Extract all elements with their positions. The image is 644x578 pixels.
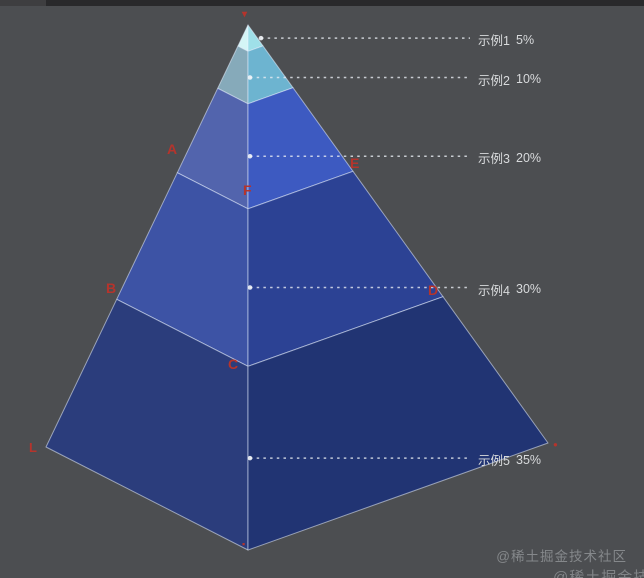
vertex-annotation-9: ● xyxy=(553,440,558,449)
watermark-partial: @稀土掘金技 xyxy=(553,569,644,578)
leader-dot-4 xyxy=(247,285,253,290)
leader-dot-2 xyxy=(247,75,253,80)
watermark: @稀土掘金技术社区 xyxy=(496,549,627,564)
legend-label: 示例2 xyxy=(478,73,510,88)
vertex-annotation-10: ▪ xyxy=(242,539,246,549)
legend-item-1[interactable]: 示例1 5% xyxy=(478,30,534,49)
legend-item-4[interactable]: 示例4 30% xyxy=(478,280,541,299)
vertex-annotation-8: L xyxy=(29,440,37,455)
legend-label: 示例3 xyxy=(478,152,510,167)
legend-label: 示例4 xyxy=(478,283,510,298)
leader-dot-1 xyxy=(258,35,264,41)
legend-value: 10% xyxy=(516,72,542,86)
vertex-annotation-3: E xyxy=(350,155,360,171)
vertex-annotation-6: D xyxy=(428,282,439,298)
vertex-annotation-2: A xyxy=(167,141,178,157)
legend-item-3[interactable]: 示例3 20% xyxy=(478,148,541,167)
vertex-annotation-5: B xyxy=(106,280,117,296)
leader-dot-3 xyxy=(247,153,253,159)
legend-item-5[interactable]: 示例5 35% xyxy=(478,450,541,469)
legend-value: 30% xyxy=(516,282,542,296)
vertex-annotation-4: F xyxy=(243,182,252,198)
legend-value: 35% xyxy=(516,452,542,467)
top-left-tab-fragment xyxy=(0,0,46,6)
legend-value: 5% xyxy=(516,32,535,47)
legend-item-2[interactable]: 示例2 10% xyxy=(478,70,541,89)
legend-label: 示例5 xyxy=(478,454,510,469)
vertex-annotation-7: C xyxy=(228,356,239,372)
window-top-edge xyxy=(0,0,644,6)
pyramid-slice-5-right-face[interactable] xyxy=(247,296,549,551)
legend-value: 20% xyxy=(516,150,542,165)
leader-dot-5 xyxy=(247,455,253,461)
vertex-annotation-1: ▾ xyxy=(242,9,248,20)
legend-label: 示例1 xyxy=(478,34,510,49)
